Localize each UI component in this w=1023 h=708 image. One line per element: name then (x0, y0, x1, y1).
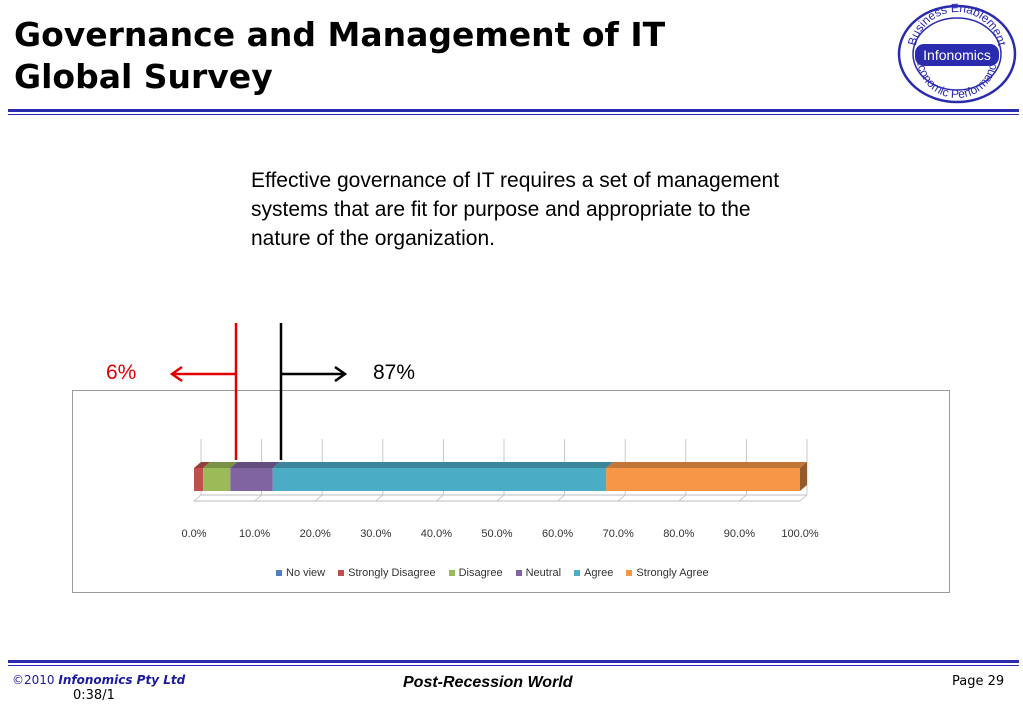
company-name: Infonomics Pty Ltd (58, 673, 186, 687)
x-tick-label: 50.0% (481, 528, 512, 540)
legend-label: Neutral (525, 567, 562, 579)
legend-swatch (574, 570, 581, 576)
legend-label: Agree (584, 567, 614, 579)
legend-item: Neutral (515, 567, 562, 579)
gridline-depth (314, 494, 323, 502)
right-arrow-head (334, 365, 348, 383)
gridline-depth (496, 494, 505, 502)
legend-item: Agree (574, 567, 613, 579)
legend-swatch (448, 570, 455, 576)
x-tick-label: 30.0% (360, 528, 391, 540)
gridline-depth (799, 494, 808, 502)
bar-segment (230, 468, 273, 491)
infonomics-logo: Business Enablement Economic Performance… (897, 2, 1017, 104)
left-arrow-head (169, 365, 183, 383)
x-tick-label: 80.0% (663, 528, 694, 540)
gridline-depth (617, 494, 626, 502)
footer-center-text: Post-Recession World (403, 674, 573, 691)
logo-center-text: Infonomics (923, 47, 991, 63)
page-number: Page 29 (952, 674, 1005, 689)
bar-segment-top (230, 462, 280, 468)
footer-time: 0:38/1 (73, 688, 115, 703)
bar-segment (606, 468, 800, 491)
legend-label: Disagree (458, 567, 503, 579)
intro-text: Effective governance of IT requires a se… (251, 169, 780, 250)
x-tick-label: 40.0% (421, 528, 452, 540)
gridline-depth (557, 494, 565, 502)
title-line-1: Governance and Management of IT (14, 15, 666, 54)
right-callout-value: 87% (373, 361, 416, 384)
x-tick-label: 10.0% (239, 528, 270, 540)
bar-segment-top (194, 462, 211, 468)
page-title: Governance and Management of IT Global S… (14, 14, 665, 98)
stacked-bar-chart: 0.0% 10.0% 20.0% 30.0% 40.0% 50.0% 60.0% 70.0% 8… (181, 439, 819, 540)
legend-label: No view (286, 567, 326, 579)
footer-rule-thick (8, 660, 1019, 663)
gridline-depth (193, 494, 202, 502)
x-tick-label: 70.0% (603, 528, 634, 540)
gridline-depth (254, 494, 262, 502)
bar-segment (194, 468, 204, 491)
gridline-depth (436, 494, 444, 502)
legend-swatch (338, 570, 345, 576)
bar-segment (203, 468, 231, 491)
legend-swatch (515, 570, 522, 576)
x-tick-label: 60.0% (542, 528, 573, 540)
x-tick-label: 0.0% (181, 528, 206, 540)
bar-segment (272, 468, 607, 491)
header-rule-thick (8, 109, 1019, 112)
legend-item: No view (276, 567, 325, 579)
legend-swatch (276, 570, 282, 576)
header-rule-thin (8, 114, 1019, 115)
x-tick-label: 20.0% (300, 528, 331, 540)
bar-segment-top (272, 462, 614, 468)
left-callout-value: 6% (106, 361, 137, 384)
gridline-depth (739, 494, 747, 502)
footer-copyright: ©2010 Infonomics Pty Ltd (12, 673, 185, 687)
chart-legend: No view Strongly Disagree Disagree Neutral A… (276, 567, 709, 579)
bar-segment-top (606, 462, 807, 468)
legend-swatch (626, 570, 633, 576)
gridline-depth (375, 494, 384, 502)
copyright-prefix: ©2010 (12, 673, 55, 687)
legend-item: Disagree (448, 567, 503, 579)
chart-frame: 0.0% 10.0% 20.0% 30.0% 40.0% 50.0% 60.0% 70.0% 8… (72, 390, 950, 593)
footer-rule-thin (8, 665, 1019, 666)
legend-label: Strongly Agree (636, 567, 709, 579)
legend-label: Strongly Disagree (348, 567, 436, 579)
gridline-depth (678, 494, 687, 502)
x-tick-label: 100.0% (781, 528, 819, 540)
legend-item: Strongly Disagree (338, 567, 436, 579)
x-tick-label: 90.0% (724, 528, 755, 540)
legend-item: Strongly Agree (626, 567, 709, 579)
bar-segment-top (203, 462, 238, 468)
title-line-2: Global Survey (14, 57, 273, 96)
bar-side-face (800, 462, 807, 491)
